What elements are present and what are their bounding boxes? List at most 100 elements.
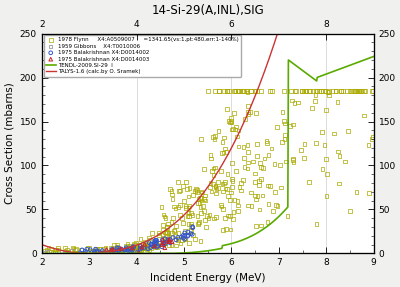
1978 Flynn     X4:A0509007     =1341.65(vs:1,pt:480,err:1-140%) [224, 88, 230, 93]
1978 Flynn     X4:A0509007     =1341.65(vs:1,pt:480,err:1-140%) [313, 88, 319, 93]
1975 Balakrishnan X4:D0014002 [162, 236, 168, 241]
1978 Flynn     X4:A0509007     =1341.65(vs:1,pt:480,err:1-140%) [333, 88, 339, 93]
1978 Flynn     X4:A0509007     =1341.65(vs:1,pt:480,err:1-140%) [210, 173, 217, 178]
1978 Flynn     X4:A0509007     =1341.65(vs:1,pt:480,err:1-140%) [312, 93, 319, 97]
1978 Flynn     X4:A0509007     =1341.65(vs:1,pt:480,err:1-140%) [309, 106, 315, 110]
1978 Flynn     X4:A0509007     =1341.65(vs:1,pt:480,err:1-140%) [219, 182, 226, 186]
1978 Flynn     X4:A0509007     =1341.65(vs:1,pt:480,err:1-140%) [144, 245, 150, 249]
1978 Flynn     X4:A0509007     =1341.65(vs:1,pt:480,err:1-140%) [184, 214, 191, 218]
1975 Balakrishnan X4:D0014002 [91, 251, 98, 256]
1978 Flynn     X4:A0509007     =1341.65(vs:1,pt:480,err:1-140%) [212, 88, 218, 93]
1978 Flynn     X4:A0509007     =1341.65(vs:1,pt:480,err:1-140%) [185, 206, 192, 210]
1959 Gibbons    X4:T0010006 [42, 250, 48, 255]
1978 Flynn     X4:A0509007     =1341.65(vs:1,pt:480,err:1-140%) [94, 248, 100, 253]
1975 Balakrishnan X4:D0014002 [84, 247, 90, 251]
1978 Flynn     X4:A0509007     =1341.65(vs:1,pt:480,err:1-140%) [160, 237, 166, 241]
1978 Flynn     X4:A0509007     =1341.65(vs:1,pt:480,err:1-140%) [146, 248, 152, 253]
1978 Flynn     X4:A0509007     =1341.65(vs:1,pt:480,err:1-140%) [87, 248, 94, 253]
1975 Balakrishnan X4:D0014003 [162, 245, 168, 250]
1978 Flynn     X4:A0509007     =1341.65(vs:1,pt:480,err:1-140%) [143, 244, 149, 249]
1978 Flynn     X4:A0509007     =1341.65(vs:1,pt:480,err:1-140%) [245, 110, 251, 115]
1978 Flynn     X4:A0509007     =1341.65(vs:1,pt:480,err:1-140%) [124, 242, 131, 246]
1978 Flynn     X4:A0509007     =1341.65(vs:1,pt:480,err:1-140%) [130, 245, 137, 250]
1978 Flynn     X4:A0509007     =1341.65(vs:1,pt:480,err:1-140%) [168, 243, 174, 247]
1978 Flynn     X4:A0509007     =1341.65(vs:1,pt:480,err:1-140%) [212, 134, 218, 138]
1978 Flynn     X4:A0509007     =1341.65(vs:1,pt:480,err:1-140%) [240, 145, 247, 150]
1978 Flynn     X4:A0509007     =1341.65(vs:1,pt:480,err:1-140%) [65, 249, 71, 254]
1978 Flynn     X4:A0509007     =1341.65(vs:1,pt:480,err:1-140%) [241, 156, 247, 160]
1978 Flynn     X4:A0509007     =1341.65(vs:1,pt:480,err:1-140%) [365, 142, 372, 147]
1978 Flynn     X4:A0509007     =1341.65(vs:1,pt:480,err:1-140%) [88, 249, 95, 253]
1978 Flynn     X4:A0509007     =1341.65(vs:1,pt:480,err:1-140%) [235, 209, 241, 214]
1978 Flynn     X4:A0509007     =1341.65(vs:1,pt:480,err:1-140%) [256, 207, 263, 212]
1978 Flynn     X4:A0509007     =1341.65(vs:1,pt:480,err:1-140%) [156, 233, 162, 237]
1978 Flynn     X4:A0509007     =1341.65(vs:1,pt:480,err:1-140%) [132, 245, 139, 249]
1975 Balakrishnan X4:D0014002 [181, 237, 188, 242]
1975 Balakrishnan X4:D0014002 [146, 241, 152, 245]
1978 Flynn     X4:A0509007     =1341.65(vs:1,pt:480,err:1-140%) [147, 238, 153, 243]
1978 Flynn     X4:A0509007     =1341.65(vs:1,pt:480,err:1-140%) [256, 182, 262, 187]
1978 Flynn     X4:A0509007     =1341.65(vs:1,pt:480,err:1-140%) [133, 245, 140, 250]
1975 Balakrishnan X4:D0014002 [134, 250, 141, 254]
1978 Flynn     X4:A0509007     =1341.65(vs:1,pt:480,err:1-140%) [281, 88, 287, 93]
1975 Balakrishnan X4:D0014002 [106, 250, 112, 255]
1978 Flynn     X4:A0509007     =1341.65(vs:1,pt:480,err:1-140%) [234, 134, 240, 139]
1975 Balakrishnan X4:D0014002 [129, 246, 135, 251]
1978 Flynn     X4:A0509007     =1341.65(vs:1,pt:480,err:1-140%) [280, 109, 286, 114]
1978 Flynn     X4:A0509007     =1341.65(vs:1,pt:480,err:1-140%) [354, 88, 361, 93]
1978 Flynn     X4:A0509007     =1341.65(vs:1,pt:480,err:1-140%) [162, 230, 168, 235]
1975 Balakrishnan X4:D0014002 [161, 242, 167, 246]
1978 Flynn     X4:A0509007     =1341.65(vs:1,pt:480,err:1-140%) [222, 146, 228, 151]
1978 Flynn     X4:A0509007     =1341.65(vs:1,pt:480,err:1-140%) [241, 164, 248, 169]
1978 Flynn     X4:A0509007     =1341.65(vs:1,pt:480,err:1-140%) [227, 120, 234, 125]
1978 Flynn     X4:A0509007     =1341.65(vs:1,pt:480,err:1-140%) [358, 88, 364, 93]
1975 Balakrishnan X4:D0014002 [77, 251, 83, 255]
1978 Flynn     X4:A0509007     =1341.65(vs:1,pt:480,err:1-140%) [174, 237, 181, 241]
1978 Flynn     X4:A0509007     =1341.65(vs:1,pt:480,err:1-140%) [65, 250, 72, 254]
1978 Flynn     X4:A0509007     =1341.65(vs:1,pt:480,err:1-140%) [258, 165, 264, 169]
1978 Flynn     X4:A0509007     =1341.65(vs:1,pt:480,err:1-140%) [347, 209, 353, 214]
1975 Balakrishnan X4:D0014002 [153, 238, 160, 243]
1978 Flynn     X4:A0509007     =1341.65(vs:1,pt:480,err:1-140%) [268, 146, 275, 151]
1959 Gibbons    X4:T0010006 [107, 250, 114, 254]
1978 Flynn     X4:A0509007     =1341.65(vs:1,pt:480,err:1-140%) [84, 246, 91, 250]
1978 Flynn     X4:A0509007     =1341.65(vs:1,pt:480,err:1-140%) [202, 193, 208, 198]
1978 Flynn     X4:A0509007     =1341.65(vs:1,pt:480,err:1-140%) [138, 247, 144, 252]
1975 Balakrishnan X4:D0014002 [160, 240, 167, 245]
1978 Flynn     X4:A0509007     =1341.65(vs:1,pt:480,err:1-140%) [356, 88, 363, 93]
1975 Balakrishnan X4:D0014003 [135, 251, 142, 255]
1975 Balakrishnan X4:D0014002 [100, 251, 106, 256]
1978 Flynn     X4:A0509007     =1341.65(vs:1,pt:480,err:1-140%) [55, 247, 61, 252]
1978 Flynn     X4:A0509007     =1341.65(vs:1,pt:480,err:1-140%) [55, 246, 61, 250]
1978 Flynn     X4:A0509007     =1341.65(vs:1,pt:480,err:1-140%) [260, 166, 266, 170]
1978 Flynn     X4:A0509007     =1341.65(vs:1,pt:480,err:1-140%) [198, 137, 204, 141]
1978 Flynn     X4:A0509007     =1341.65(vs:1,pt:480,err:1-140%) [258, 223, 264, 228]
1978 Flynn     X4:A0509007     =1341.65(vs:1,pt:480,err:1-140%) [361, 88, 367, 93]
1978 Flynn     X4:A0509007     =1341.65(vs:1,pt:480,err:1-140%) [118, 249, 124, 254]
1978 Flynn     X4:A0509007     =1341.65(vs:1,pt:480,err:1-140%) [229, 179, 236, 183]
1978 Flynn     X4:A0509007     =1341.65(vs:1,pt:480,err:1-140%) [252, 180, 258, 185]
1978 Flynn     X4:A0509007     =1341.65(vs:1,pt:480,err:1-140%) [201, 167, 207, 171]
1975 Balakrishnan X4:D0014003 [160, 241, 166, 245]
1978 Flynn     X4:A0509007     =1341.65(vs:1,pt:480,err:1-140%) [137, 245, 143, 250]
1978 Flynn     X4:A0509007     =1341.65(vs:1,pt:480,err:1-140%) [182, 205, 189, 210]
1975 Balakrishnan X4:D0014003 [129, 246, 136, 250]
1978 Flynn     X4:A0509007     =1341.65(vs:1,pt:480,err:1-140%) [232, 88, 239, 93]
1978 Flynn     X4:A0509007     =1341.65(vs:1,pt:480,err:1-140%) [332, 88, 339, 93]
1978 Flynn     X4:A0509007     =1341.65(vs:1,pt:480,err:1-140%) [298, 148, 304, 152]
1978 Flynn     X4:A0509007     =1341.65(vs:1,pt:480,err:1-140%) [230, 210, 236, 214]
1978 Flynn     X4:A0509007     =1341.65(vs:1,pt:480,err:1-140%) [276, 163, 283, 167]
1978 Flynn     X4:A0509007     =1341.65(vs:1,pt:480,err:1-140%) [238, 181, 244, 185]
1978 Flynn     X4:A0509007     =1341.65(vs:1,pt:480,err:1-140%) [313, 221, 320, 226]
1978 Flynn     X4:A0509007     =1341.65(vs:1,pt:480,err:1-140%) [153, 241, 159, 245]
1975 Balakrishnan X4:D0014003 [98, 251, 105, 256]
1978 Flynn     X4:A0509007     =1341.65(vs:1,pt:480,err:1-140%) [184, 187, 190, 191]
1978 Flynn     X4:A0509007     =1341.65(vs:1,pt:480,err:1-140%) [225, 194, 231, 198]
1978 Flynn     X4:A0509007     =1341.65(vs:1,pt:480,err:1-140%) [220, 228, 226, 232]
1978 Flynn     X4:A0509007     =1341.65(vs:1,pt:480,err:1-140%) [319, 130, 325, 135]
1978 Flynn     X4:A0509007     =1341.65(vs:1,pt:480,err:1-140%) [223, 150, 230, 155]
1978 Flynn     X4:A0509007     =1341.65(vs:1,pt:480,err:1-140%) [182, 237, 188, 242]
1978 Flynn     X4:A0509007     =1341.65(vs:1,pt:480,err:1-140%) [179, 216, 186, 220]
1978 Flynn     X4:A0509007     =1341.65(vs:1,pt:480,err:1-140%) [240, 88, 246, 93]
1975 Balakrishnan X4:D0014002 [82, 249, 89, 253]
